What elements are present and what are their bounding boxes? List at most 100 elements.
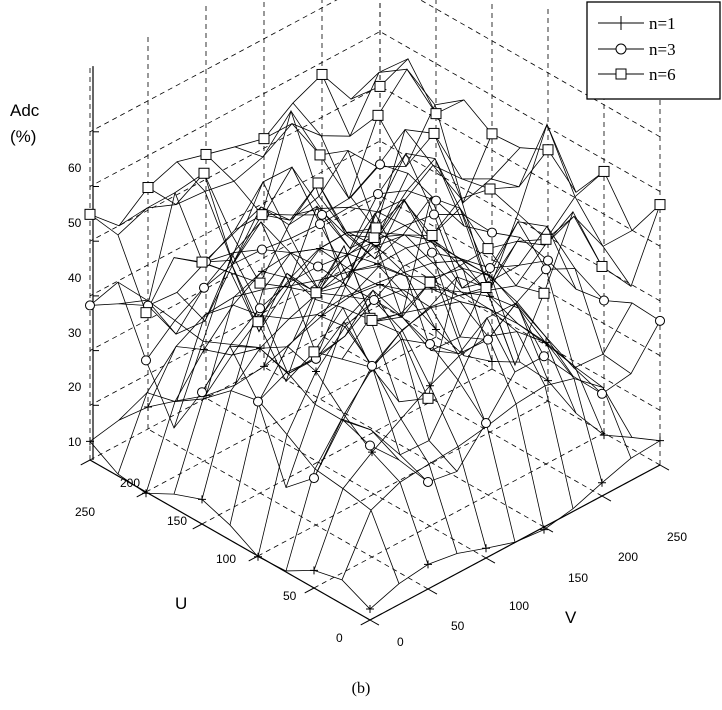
marker-n6 (141, 308, 151, 318)
figure-caption: (b) (0, 680, 722, 698)
z-tick-label: 10 (68, 435, 82, 449)
marker-n1 (482, 544, 490, 552)
legend-entry-n1: n=1 (649, 14, 676, 33)
u-axis-label: U (175, 594, 187, 613)
marker-n3 (142, 356, 151, 365)
surface-line-n=3 (90, 282, 370, 487)
surface-line-n=6 (322, 74, 602, 266)
marker-n6 (197, 257, 207, 267)
marker-n3 (318, 210, 327, 219)
marker-n3 (314, 262, 323, 271)
marker-n3 (482, 419, 491, 428)
marker-n3 (540, 352, 549, 361)
marker-n3 (486, 264, 495, 273)
surface-line-n=3 (148, 254, 428, 482)
marker-n1 (310, 566, 318, 574)
marker-n6 (427, 230, 437, 240)
legend-circle-marker (616, 44, 626, 54)
marker-n3 (430, 210, 439, 219)
marker-n3 (544, 256, 553, 265)
marker-n3 (370, 295, 379, 304)
u-tick-label: 100 (216, 552, 236, 566)
marker-n6 (309, 347, 319, 357)
marker-n3 (256, 304, 265, 313)
v-tick-label: 150 (568, 571, 588, 585)
floor-gridline-u (314, 433, 604, 588)
marker-n6 (425, 277, 435, 287)
marker-n3 (542, 265, 551, 274)
marker-n3 (310, 474, 319, 483)
v-tick-label: 0 (397, 635, 404, 649)
wall-level-line (90, 141, 660, 301)
u-tick (361, 620, 370, 625)
floor-gridline-v (264, 367, 544, 527)
marker-n6 (201, 149, 211, 159)
surface-line-n=1 (119, 391, 399, 584)
v-tick-label: 50 (451, 619, 465, 633)
marker-n3 (488, 228, 497, 237)
marker-n1 (424, 560, 432, 568)
marker-n6 (255, 278, 265, 288)
v-tick (486, 558, 495, 563)
marker-n3 (426, 340, 435, 349)
floor-gridline-u (146, 337, 436, 492)
marker-n3 (484, 335, 493, 344)
v-axis-label: V (565, 608, 577, 627)
v-tick-label: 250 (667, 530, 687, 544)
marker-n6 (599, 166, 609, 176)
marker-n3 (656, 316, 665, 325)
legend: n=1 n=3 n=6 (587, 2, 720, 99)
floor-gridline-u (202, 369, 492, 524)
surface-line-n=1 (264, 232, 544, 530)
marker-n6 (317, 69, 327, 79)
z-tick-label: 40 (68, 271, 82, 285)
marker-n6 (367, 315, 377, 325)
z-axis-label: Adc (10, 101, 40, 120)
surface-line-n=1 (177, 305, 457, 554)
marker-n6 (423, 393, 433, 403)
u-tick-label: 250 (75, 505, 95, 519)
marker-n3 (86, 301, 95, 310)
marker-n6 (313, 178, 323, 188)
z-tick-label: 20 (68, 380, 82, 394)
marker-n6 (543, 145, 553, 155)
marker-n6 (375, 81, 385, 91)
legend-entry-n3: n=3 (649, 40, 676, 59)
marker-n1 (656, 437, 664, 445)
u-tick (305, 588, 314, 593)
marker-n3 (600, 296, 609, 305)
surface-line-n=6 (314, 171, 604, 351)
marker-n3 (258, 245, 267, 254)
u-tick-label: 200 (120, 476, 140, 490)
marker-n3 (198, 388, 207, 397)
marker-n3 (200, 283, 209, 292)
marker-n6 (597, 261, 607, 271)
surface-line-n=3 (90, 164, 380, 305)
z-tick-label: 50 (68, 216, 82, 230)
surface-line-n=3 (314, 268, 604, 478)
marker-n6 (541, 234, 551, 244)
u-tick-label: 150 (167, 514, 187, 528)
legend-square-marker (616, 69, 626, 79)
surface-line-n=1 (370, 441, 660, 609)
marker-n6 (143, 183, 153, 193)
v-tick-label: 200 (618, 550, 638, 564)
surface-line-n=3 (235, 182, 515, 372)
marker-n6 (485, 184, 495, 194)
surface-line-n=1 (351, 266, 631, 458)
marker-n3 (254, 397, 263, 406)
marker-n1 (540, 526, 548, 534)
marker-n6 (487, 129, 497, 139)
surface-line-n=1 (90, 441, 370, 609)
axes-grid (81, 0, 669, 625)
marker-n6 (85, 209, 95, 219)
surface-line-n=1 (293, 232, 573, 508)
legend-entry-n6: n=6 (649, 65, 676, 84)
marker-n6 (253, 317, 263, 327)
v-tick (428, 589, 437, 594)
marker-n3 (368, 361, 377, 370)
z-tick-label: 30 (68, 326, 82, 340)
u-tick (193, 524, 202, 529)
marker-n6 (257, 210, 267, 220)
